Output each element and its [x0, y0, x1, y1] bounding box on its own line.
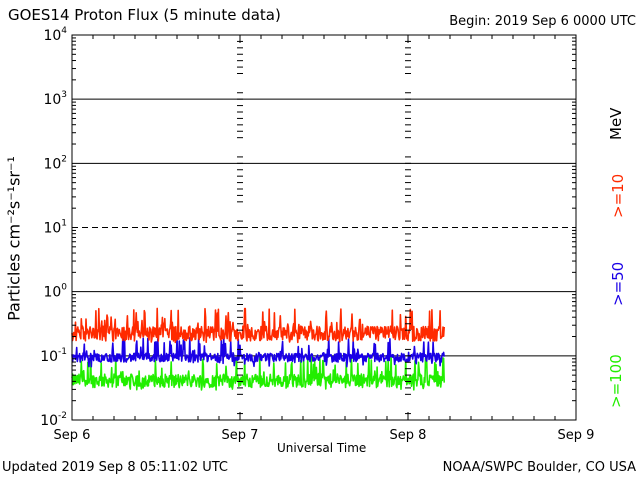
x-tick-label: Sep 6: [54, 428, 91, 443]
legend-100mev: >=100: [607, 354, 625, 408]
legend-50mev: >=50: [609, 261, 627, 306]
grid-layer: [72, 98, 576, 357]
y-tick-label-3: 103: [43, 90, 67, 108]
y-tick-label--1: 10-1: [40, 347, 67, 365]
y-tick-label-0: 100: [43, 283, 67, 301]
series-line-2: [71, 335, 445, 368]
x-tick-label: Sep 7: [222, 428, 259, 443]
y-tick-label-1: 101: [43, 219, 67, 237]
y-tick-label-4: 104: [43, 26, 67, 44]
y-tick-label-2: 102: [43, 154, 67, 172]
tick-layer: [71, 35, 576, 421]
y-axis-label: Particles cm⁻²s⁻¹sr⁻¹: [4, 156, 24, 321]
x-tick-label: Sep 9: [558, 428, 595, 443]
label-layer: 10-2 10-1 100 101 102 103 104 Sep 6 Sep 7 Sep 8 Se…: [40, 26, 594, 443]
series-layer: [71, 307, 445, 391]
legend-10mev: >=10: [609, 173, 627, 218]
legend-units: MeV: [607, 107, 625, 140]
series-line-3: [71, 355, 445, 391]
updated-timestamp: Updated 2019 Sep 8 05:11:02 UTC: [2, 460, 229, 475]
x-tick-label: Sep 8: [390, 428, 427, 443]
y-tick-label--2: 10-2: [40, 411, 67, 429]
begin-time: Begin: 2019 Sep 6 0000 UTC: [449, 14, 636, 29]
source-credit: NOAA/SWPC Boulder, CO USA: [442, 460, 636, 475]
x-axis-label: Universal Time: [277, 441, 367, 455]
chart-title: GOES14 Proton Flux (5 minute data): [8, 6, 281, 24]
series-line-1: [71, 307, 445, 344]
